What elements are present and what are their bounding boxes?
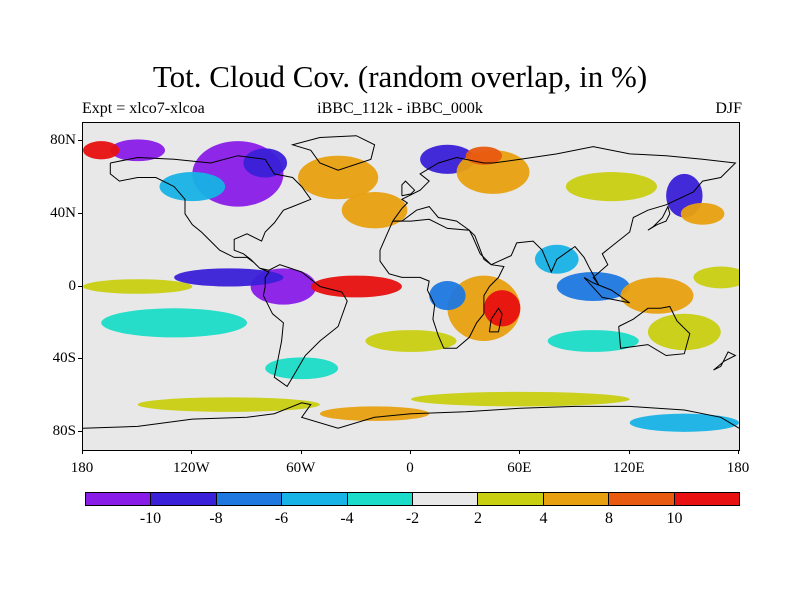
anomaly-blob	[341, 192, 408, 229]
anomaly-blob	[620, 277, 694, 314]
colorbar-label: -10	[139, 510, 162, 527]
anomaly-blob	[243, 148, 288, 178]
colorbar-swatch	[543, 493, 610, 505]
map-title: Tot. Cloud Cov. (random overlap, in %)	[152, 59, 648, 94]
colorbar-label: -2	[405, 510, 420, 527]
anomaly-blob	[465, 146, 503, 165]
coastline	[83, 402, 739, 429]
colorbar-swatch	[282, 493, 348, 505]
anomaly-blob	[483, 290, 521, 327]
anomaly-blob	[647, 313, 721, 351]
map-canvas	[83, 135, 739, 432]
lat-tick	[78, 358, 82, 360]
anomaly-blob	[159, 172, 226, 202]
experiment-label: Expt = xlco7-xlcoa	[82, 100, 205, 117]
anomaly-blob	[83, 141, 120, 160]
anomaly-blob	[319, 406, 430, 421]
lon-tick	[519, 450, 521, 454]
anomaly-blob	[680, 202, 725, 225]
lat-tick-label: 40N	[50, 204, 76, 221]
anomaly-blob	[298, 155, 379, 200]
lat-tick-label: 80S	[52, 422, 76, 439]
anomaly-blob	[565, 172, 657, 202]
lon-tick	[82, 450, 83, 454]
anomaly-blob	[411, 391, 630, 407]
lon-tick	[738, 450, 739, 454]
anomaly-blob	[429, 281, 466, 311]
colorbar-label: -6	[274, 510, 289, 527]
coastline	[379, 218, 505, 349]
coastline	[713, 351, 737, 371]
lat-tick	[78, 430, 82, 432]
anomaly-blob	[693, 266, 739, 289]
coastlines	[83, 135, 739, 429]
coastline	[618, 305, 691, 357]
coastline	[647, 205, 671, 231]
lat-tick-label: 40S	[52, 350, 76, 367]
anomaly-blob	[547, 330, 639, 352]
anomaly-field	[83, 139, 739, 432]
coastline	[290, 135, 376, 171]
lat-tick-label: 0	[68, 277, 77, 294]
case-label: iBBC_112k - iBBC_000k	[317, 100, 483, 117]
coastline	[583, 276, 630, 304]
lat-tick-label: 80N	[50, 132, 76, 149]
colorbar-swatch	[151, 493, 217, 505]
anomaly-blob	[310, 275, 402, 298]
map-panel	[82, 122, 740, 451]
lat-tick	[78, 140, 82, 142]
lon-tick	[191, 450, 193, 454]
colorbar-label: 2	[474, 510, 482, 527]
anomaly-blob	[137, 397, 320, 412]
lat-tick	[78, 285, 82, 287]
season-label: DJF	[715, 100, 742, 117]
colorbar-label: -4	[340, 510, 354, 527]
anomaly-blob	[365, 330, 457, 352]
colorbar-swatch	[347, 493, 414, 505]
colorbar-label: 8	[605, 510, 613, 527]
colorbar-swatch	[478, 493, 544, 505]
colorbar-label: 10	[666, 510, 683, 527]
colorbar-swatch	[86, 493, 152, 505]
lon-tick	[410, 450, 411, 454]
anomaly-blob	[83, 279, 193, 294]
anomaly-blob	[265, 357, 339, 380]
anomaly-blob	[110, 139, 165, 162]
lon-tick-label: 120E	[612, 460, 645, 476]
colorbar-swatch	[216, 493, 283, 505]
coastline	[109, 155, 348, 388]
lon-tick-label: 180	[726, 460, 750, 476]
coastline	[401, 180, 416, 197]
colorbar-label: -8	[209, 510, 223, 527]
lon-tick-label: 60W	[286, 460, 316, 476]
lon-tick-label: 180	[70, 460, 94, 476]
anomaly-blob	[629, 413, 739, 432]
lon-tick-label: 0	[406, 460, 414, 476]
coastline	[488, 307, 503, 333]
anomaly-blob	[556, 271, 630, 302]
coastline	[392, 146, 737, 286]
lon-tick-label: 120W	[172, 460, 210, 476]
colorbar-label: 4	[539, 510, 548, 527]
colorbar-swatch	[413, 493, 479, 505]
colorbar-swatch	[609, 493, 675, 505]
lon-tick-label: 60E	[507, 460, 532, 476]
colorbar	[85, 492, 740, 506]
lat-tick	[78, 212, 82, 214]
colorbar-swatch	[674, 493, 740, 505]
lon-tick	[628, 450, 630, 454]
anomaly-blob	[174, 268, 284, 287]
lon-tick	[300, 450, 302, 454]
anomaly-blob	[101, 308, 247, 338]
